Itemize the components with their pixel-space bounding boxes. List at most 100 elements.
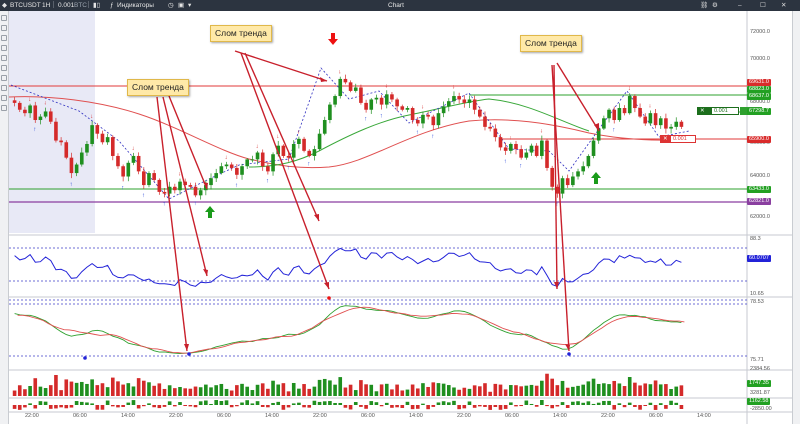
delta-bar (38, 401, 43, 405)
annotation-callout[interactable]: Слом тренда (210, 25, 272, 42)
delta-bar (198, 401, 203, 405)
settings-icon[interactable]: ⚙ (712, 2, 718, 9)
volume-bar (276, 384, 281, 396)
volume-bar (534, 385, 539, 396)
delta-level: -2850.00 (750, 406, 772, 412)
oscillator-line (14, 247, 682, 288)
delta-bar (446, 402, 451, 405)
delta-bar (178, 402, 182, 405)
minimize-button[interactable]: – (738, 2, 742, 9)
delta-bar (23, 405, 27, 408)
trend-line-tool-icon[interactable] (1, 35, 7, 41)
chart-type-icon[interactable]: ▮▯ (93, 2, 101, 9)
delta-bar (142, 405, 146, 407)
fractal-down-arrow-icon: ↓ (385, 83, 388, 89)
delta-bar (591, 403, 596, 405)
time-tick: 14:00 (265, 413, 279, 419)
cursor-tool-icon[interactable] (1, 15, 7, 21)
candle (307, 150, 312, 156)
eraser-tool-icon[interactable] (1, 105, 7, 111)
channel-tool-icon[interactable] (1, 45, 7, 51)
osc2-level: 78.53 (750, 299, 764, 305)
candle (260, 152, 265, 167)
fractal-up-arrow-icon: ↑ (194, 201, 197, 207)
candle (322, 120, 327, 134)
annotation-callout[interactable]: Слом тренда (520, 35, 582, 52)
volume-bar (638, 385, 642, 396)
volume-bar (110, 377, 115, 396)
fractal-down-arrow-icon: ↓ (276, 134, 279, 140)
volume-bar (493, 383, 498, 396)
delta-current: 1162.58 (747, 398, 771, 405)
candle (565, 178, 570, 186)
delta-bar (441, 401, 446, 405)
candle (653, 113, 658, 126)
delta-bar (348, 405, 353, 410)
maximize-button[interactable]: ☐ (760, 2, 766, 9)
close-button[interactable]: ✕ (781, 2, 787, 9)
measure-tool-icon[interactable] (1, 85, 7, 91)
fractal-down-arrow-icon: ↓ (90, 114, 93, 120)
delta-bar (131, 400, 136, 405)
pending-close-icon[interactable]: ✕ (660, 135, 670, 143)
delta-bar (312, 400, 317, 405)
candle (142, 171, 146, 186)
candle (410, 108, 415, 121)
volume-bar (90, 379, 94, 396)
link-icon[interactable]: ⛓ (700, 2, 709, 9)
candle (17, 102, 22, 110)
candle (462, 99, 467, 103)
volume-bar (116, 381, 120, 396)
candle (540, 140, 544, 156)
line-tool-icon[interactable] (1, 25, 7, 31)
fractal-up-arrow-icon: ↑ (121, 185, 124, 191)
trading-chart[interactable]: ↓↑↓↑↓↑↓↑↑↓↑↓↑↓↑↓↑↓↑↓↑↑↓↑↓↑↓↑↓↑↓↑↑↓↓↑ (9, 11, 792, 424)
candle (457, 96, 461, 100)
candle (214, 173, 218, 179)
volume-bar (472, 385, 477, 396)
candle (28, 105, 32, 114)
quantity-value[interactable]: 0.001 (58, 2, 75, 9)
fibonacci-tool-icon[interactable] (1, 55, 7, 61)
delta-bar (235, 405, 239, 407)
text-tool-icon[interactable] (1, 75, 7, 81)
osc1-level: 88.3 (750, 236, 761, 242)
volume-bar (23, 389, 27, 396)
stochastic-d-line (17, 306, 685, 354)
indicators-button[interactable]: Индикаторы (117, 2, 154, 9)
volume-bar (679, 385, 684, 396)
shapes-tool-icon[interactable] (1, 65, 7, 71)
delta-bar (581, 402, 586, 405)
volume-bar (421, 383, 425, 396)
pending-order-qty[interactable]: 0.001 (670, 135, 696, 143)
volume-bar (405, 389, 410, 396)
volume-bar (214, 385, 218, 396)
volume-bar (441, 383, 446, 396)
candle (157, 179, 162, 192)
delta-bar (162, 405, 167, 407)
clock-icon[interactable]: ◷ (168, 2, 174, 9)
delta-bar (79, 401, 84, 405)
volume-bar (209, 387, 213, 396)
time-tick: 06:00 (73, 413, 87, 419)
volume-bar (395, 384, 399, 396)
fractal-up-arrow-icon: ↑ (504, 159, 507, 165)
tp-order-qty[interactable]: 0.001 (711, 107, 739, 115)
delta-bar (452, 400, 456, 405)
delta-bar (54, 405, 58, 409)
fractal-up-arrow-icon: ↑ (162, 201, 165, 207)
candle (255, 152, 260, 160)
symbol-label[interactable]: BTCUSDT (10, 2, 41, 9)
magnet-tool-icon[interactable] (1, 95, 7, 101)
annotation-callout[interactable]: Слом тренда (127, 79, 189, 96)
volume-bar (576, 385, 580, 396)
chevron-down-icon[interactable]: ▾ (188, 2, 192, 9)
delta-bar (524, 400, 529, 405)
delta-bar (343, 405, 348, 408)
timeframe-label[interactable]: 1H (42, 2, 51, 9)
tp-close-icon[interactable]: ✕ (697, 107, 711, 115)
templates-icon[interactable]: ▣ (178, 2, 185, 9)
volume-bar (374, 391, 379, 396)
delta-bar (69, 405, 74, 408)
delta-bar (64, 405, 69, 409)
